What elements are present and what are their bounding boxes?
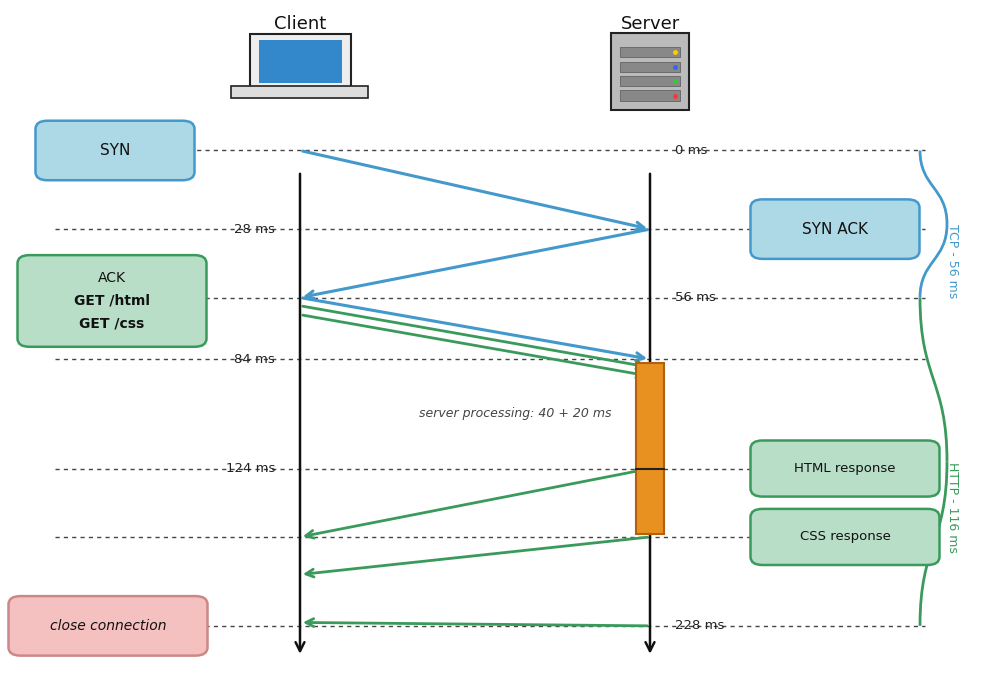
FancyBboxPatch shape — [750, 440, 940, 497]
Text: 84 ms: 84 ms — [234, 352, 275, 366]
FancyBboxPatch shape — [750, 200, 920, 259]
Text: 0 ms: 0 ms — [675, 144, 707, 157]
FancyBboxPatch shape — [620, 47, 680, 57]
Text: GET /css: GET /css — [79, 317, 145, 331]
FancyBboxPatch shape — [636, 363, 664, 534]
Text: server processing: 40 + 20 ms: server processing: 40 + 20 ms — [419, 407, 611, 421]
Text: 124 ms: 124 ms — [226, 462, 275, 475]
Text: CSS response: CSS response — [800, 530, 890, 544]
Text: Client: Client — [274, 15, 326, 33]
Text: HTTP - 116 ms: HTTP - 116 ms — [946, 462, 959, 553]
FancyBboxPatch shape — [17, 255, 207, 347]
Text: SYN: SYN — [100, 143, 130, 158]
Text: TCP - 56 ms: TCP - 56 ms — [946, 224, 959, 298]
Text: Server: Server — [620, 15, 680, 33]
FancyBboxPatch shape — [620, 76, 680, 86]
FancyBboxPatch shape — [611, 33, 689, 111]
FancyBboxPatch shape — [620, 90, 680, 101]
FancyBboxPatch shape — [750, 509, 940, 565]
Text: 228 ms: 228 ms — [675, 619, 724, 633]
FancyBboxPatch shape — [9, 596, 208, 655]
FancyBboxPatch shape — [250, 34, 351, 89]
Text: ACK: ACK — [98, 271, 126, 285]
FancyBboxPatch shape — [620, 62, 680, 72]
Text: close connection: close connection — [50, 619, 166, 633]
FancyBboxPatch shape — [231, 86, 368, 98]
Text: 56 ms: 56 ms — [675, 291, 716, 304]
Text: GET /html: GET /html — [74, 294, 150, 308]
Text: 28 ms: 28 ms — [234, 222, 275, 236]
FancyBboxPatch shape — [36, 120, 194, 181]
FancyBboxPatch shape — [258, 40, 342, 83]
Text: HTML response: HTML response — [794, 462, 896, 475]
Text: SYN ACK: SYN ACK — [802, 222, 868, 237]
